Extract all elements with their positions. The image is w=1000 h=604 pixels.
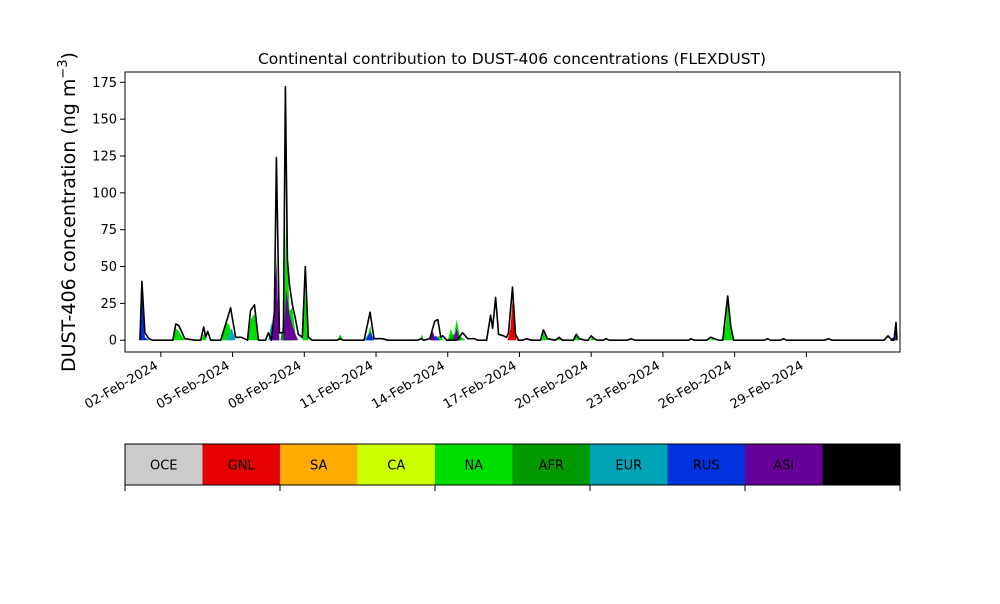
legend-swatch-afr <box>512 444 591 485</box>
x-tick-label: 05-Feb-2024 <box>154 358 233 412</box>
legend-swatch-eur <box>590 444 668 485</box>
x-tick-label: 26-Feb-2024 <box>656 358 735 412</box>
legend-label: NA <box>464 459 483 474</box>
series-area-na <box>172 204 734 341</box>
y-tick-label: 50 <box>100 260 117 275</box>
legend-swatch-asi <box>745 444 823 485</box>
x-tick-label: 02-Feb-2024 <box>82 358 161 412</box>
legend-label: EUR <box>615 459 642 474</box>
x-tick-label: 29-Feb-2024 <box>728 358 807 412</box>
y-axis-label-exponent: −3 <box>56 59 71 78</box>
legend-swatch-gnl <box>202 444 281 485</box>
chart-title: Continental contribution to DUST-406 con… <box>258 50 766 68</box>
y-tick-label: 0 <box>109 334 117 349</box>
legend-frame <box>124 443 901 486</box>
series-area-gnl <box>507 298 517 341</box>
legend-label: CA <box>387 459 405 474</box>
legend-swatch-na <box>435 444 513 485</box>
legend-label: ASI <box>773 459 794 474</box>
x-tick-label: 20-Feb-2024 <box>513 358 592 412</box>
x-tick-label: 17-Feb-2024 <box>441 358 520 412</box>
plot-area: 0 25 50 75 100 125 150 175 02-Feb-202405-Feb-202… <box>82 71 901 412</box>
y-axis-label-text: DUST-406 concentration (ng m <box>58 79 80 372</box>
y-tick-label: 100 <box>92 186 117 201</box>
legend-label: AFR <box>539 459 564 474</box>
plot-frame <box>124 71 901 353</box>
y-axis-label: DUST-406 concentration (ng m−3) <box>56 52 80 372</box>
legend-label: SA <box>310 459 327 474</box>
legend-swatch-ca <box>357 444 436 485</box>
legend-swatch-oce <box>125 444 203 485</box>
y-tick-label: 25 <box>100 297 117 312</box>
legend: OCE GNL SA CA NA AFR EUR RUS ASI AUS <box>124 443 901 491</box>
x-tick-label: 14-Feb-2024 <box>369 358 448 412</box>
legend-label: GNL <box>228 459 256 474</box>
y-tick-label: 175 <box>92 76 117 91</box>
x-tick-label: 08-Feb-2024 <box>226 358 305 412</box>
legend-swatch-sa <box>280 444 358 485</box>
legend-label: AUS <box>848 459 875 474</box>
legend-swatch-aus <box>822 444 901 485</box>
legend-swatch-rus <box>667 444 746 485</box>
y-tick-label: 150 <box>92 113 117 128</box>
y-tick-label: 125 <box>92 150 117 165</box>
legend-label: RUS <box>693 459 720 474</box>
y-axis-label-close: ) <box>58 52 80 59</box>
x-tick-label: 23-Feb-2024 <box>584 358 663 412</box>
y-tick-label: 75 <box>100 223 117 238</box>
total-concentration-line <box>139 85 898 341</box>
legend-label: OCE <box>150 459 178 474</box>
x-tick-label: 11-Feb-2024 <box>297 358 376 412</box>
